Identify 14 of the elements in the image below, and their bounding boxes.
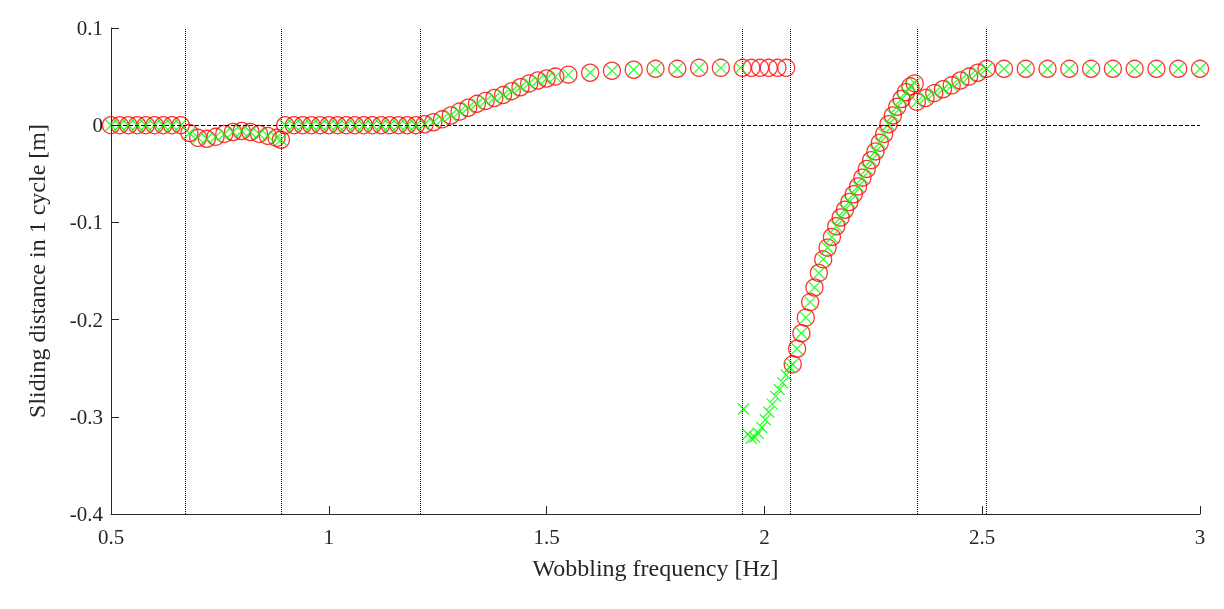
x-tick-label: 0.5 [97, 524, 125, 549]
x-tick-label: 2 [759, 524, 770, 549]
y-axis-title: Sliding distance in 1 cycle [m] [24, 124, 50, 418]
x-tick-label: 1.5 [533, 524, 560, 549]
y-tick-label: -0.1 [69, 210, 103, 235]
x-tick-label: 2.5 [969, 524, 996, 549]
y-tick-label: 0.1 [76, 16, 103, 40]
y-tick-label: 0 [92, 113, 103, 138]
x-tick-label: 3 [1194, 524, 1206, 549]
x-tick-label: 1 [323, 524, 335, 549]
x-axis-title: Wobbling frequency [Hz] [532, 555, 779, 581]
y-tick-label: -0.4 [69, 502, 104, 526]
y-tick-label: -0.2 [69, 307, 103, 332]
y-tick-label: -0.3 [69, 404, 103, 429]
